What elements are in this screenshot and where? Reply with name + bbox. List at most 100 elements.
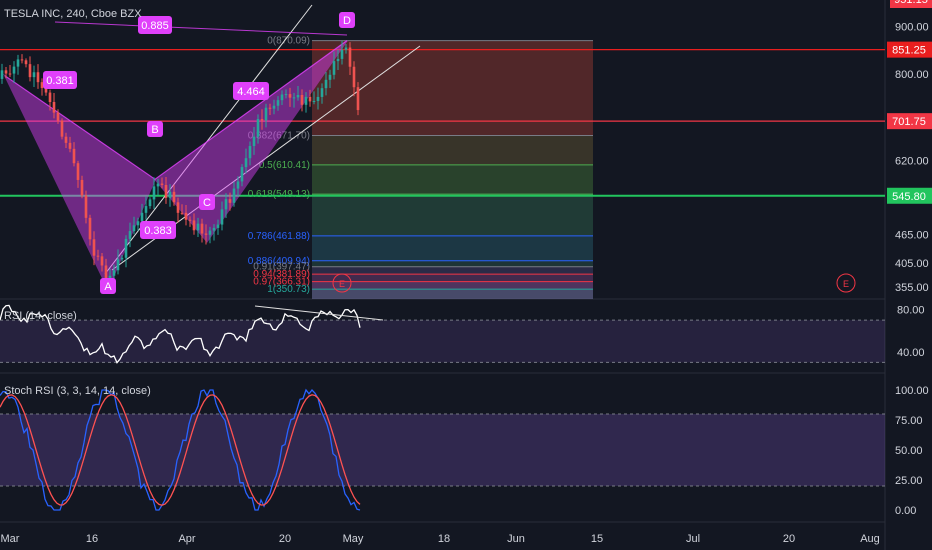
candle-body	[36, 72, 40, 83]
fib-band	[312, 235, 593, 261]
event-marker-label: E	[843, 279, 849, 289]
ratio-box	[233, 82, 269, 100]
candle-body	[252, 136, 256, 147]
rsi-divergence-line	[254, 305, 384, 321]
candle-body	[208, 230, 212, 235]
candle-body	[148, 199, 152, 207]
price-tick-label: 800.00	[895, 69, 929, 81]
ratio-box	[138, 16, 172, 34]
stoch-tick-label: 50.00	[895, 445, 923, 457]
point-c-box	[199, 194, 215, 210]
candle-body	[312, 100, 316, 102]
candle-body	[20, 59, 24, 61]
stoch-tick-label: 25.00	[895, 475, 923, 487]
rsi-band	[0, 320, 885, 363]
fib-level-label: 1(350.73)	[267, 284, 310, 295]
price-badge-label: 701.75	[892, 116, 926, 128]
candle-body	[52, 102, 56, 113]
candle-body	[64, 136, 68, 143]
rsi-tick-label: 80.00	[897, 305, 925, 317]
fib-band	[312, 274, 593, 282]
candle-body	[196, 223, 200, 231]
time-tick-label: Jul	[686, 533, 700, 545]
candle-body	[264, 107, 268, 121]
price-tick-label: 620.00	[895, 155, 929, 167]
rsi-legend: RSI (14, close)	[4, 310, 77, 322]
candle-body	[204, 233, 208, 235]
price-badge	[887, 113, 932, 130]
fib-level-label: 0.618(549.13)	[248, 189, 310, 200]
candle-body	[92, 239, 96, 256]
candle-body	[288, 94, 292, 98]
time-tick-label: 18	[438, 533, 450, 545]
candle-body	[296, 94, 300, 98]
top-price-badge: 951.15	[890, 0, 932, 8]
candle-body	[4, 70, 8, 74]
ratio-label: 0.383	[144, 225, 172, 237]
rsi-line	[0, 304, 361, 364]
candle-body	[132, 225, 136, 232]
time-tick-label: May	[343, 533, 364, 545]
price-badge-label: 851.25	[892, 45, 926, 57]
time-tick-label: Mar	[1, 533, 20, 545]
time-tick-label: 20	[279, 533, 291, 545]
candle-body	[128, 231, 132, 239]
candle-body	[24, 60, 28, 65]
candle-body	[0, 70, 4, 79]
time-tick-label: Jun	[507, 533, 525, 545]
candle-body	[76, 163, 80, 180]
fib-band	[312, 135, 593, 165]
fib-band	[312, 164, 593, 195]
fib-level-label: 0.382(671.70)	[248, 131, 310, 142]
fib-level-label: 0(870.09)	[267, 36, 310, 47]
fib-band	[312, 266, 593, 275]
candle-body	[176, 202, 180, 213]
candle-body	[124, 238, 128, 258]
price-badge-label: 545.80	[892, 191, 926, 203]
stoch-tick-label: 100.00	[895, 385, 929, 397]
candle-body	[32, 72, 36, 78]
ratio-label: 4.464	[237, 86, 265, 98]
candle-body	[88, 217, 92, 240]
candle-body	[220, 209, 224, 225]
candle-body	[60, 120, 64, 137]
candle-body	[240, 167, 244, 182]
candle-body	[112, 270, 116, 276]
candle-body	[16, 59, 20, 67]
candle-body	[244, 158, 248, 168]
fib-band	[312, 194, 593, 236]
candle-body	[144, 206, 148, 213]
candle-body	[172, 191, 176, 203]
candle-body	[328, 74, 332, 80]
event-marker	[836, 273, 856, 293]
candle-body	[272, 105, 276, 109]
price-tick-label: 405.00	[895, 258, 929, 270]
candle-body	[96, 255, 100, 257]
fib-band	[312, 281, 593, 290]
channel-line-upper	[104, 4, 313, 275]
stoch-tick-label: 75.00	[895, 415, 923, 427]
point-d-label: D	[343, 15, 351, 27]
time-tick-label: Apr	[178, 533, 195, 545]
candle-body	[344, 47, 348, 50]
candle-body	[336, 58, 340, 62]
symbol-legend: TESLA INC, 240, Cboe BZX	[4, 8, 142, 20]
candle-body	[308, 96, 312, 102]
fib-band	[312, 260, 593, 267]
candle-body	[300, 94, 304, 105]
candle-body	[168, 191, 172, 198]
candle-body	[212, 227, 216, 231]
candle-body	[72, 148, 76, 164]
candle-body	[276, 100, 280, 106]
candle-body	[284, 94, 288, 96]
candle-body	[28, 64, 32, 78]
candle-body	[228, 199, 232, 203]
time-tick-label: 16	[86, 533, 98, 545]
candle-body	[152, 186, 156, 200]
point-a-box	[100, 278, 116, 294]
ratio-box	[140, 221, 176, 239]
ratio-label: 0.381	[46, 75, 74, 87]
candle-body	[192, 220, 196, 231]
stoch-legend: Stoch RSI (3, 3, 14, 14, close)	[4, 385, 151, 397]
